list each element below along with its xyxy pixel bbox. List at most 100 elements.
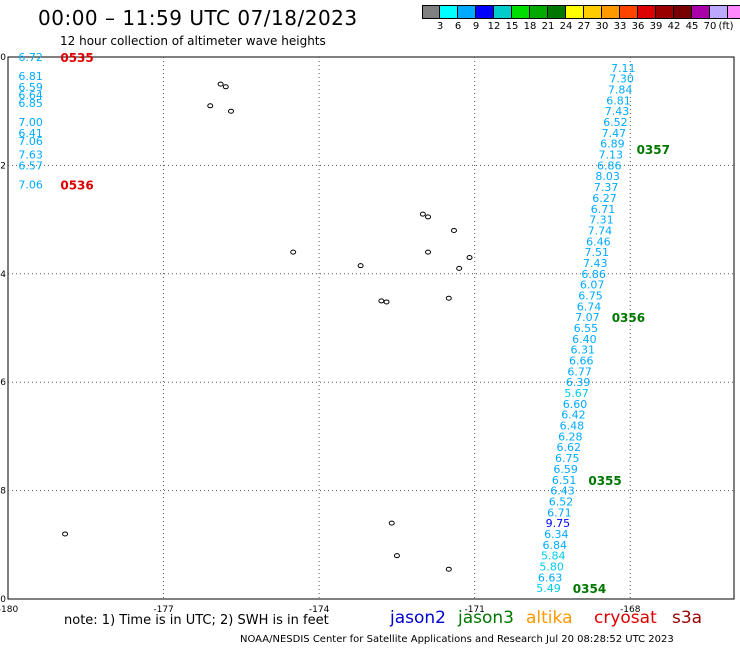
wave-height-label: 6.75 (578, 289, 603, 302)
wave-height-label: 6.81 (18, 70, 43, 83)
legend-tick-label: 42 (667, 21, 681, 32)
legend-swatch (692, 5, 710, 19)
legend-swatch (566, 5, 584, 19)
island-outline (227, 108, 234, 114)
chart-title: 00:00 – 11:59 UTC 07/18/2023 (38, 6, 358, 30)
wave-height-label: 6.59 (553, 463, 578, 476)
footer-credit: NOAA/NESDIS Center for Satellite Applica… (240, 634, 674, 645)
color-legend-ticks: 3 6 9 12 15 18 21 24 27 30 33 36 39 42 45 70 (ft) (422, 21, 740, 35)
wave-height-label: 7.06 (18, 135, 43, 148)
wave-height-label: 6.84 (543, 539, 568, 552)
legend-swatch (674, 5, 692, 19)
wave-height-label: 6.28 (558, 430, 583, 443)
time-label: 0357 (637, 143, 670, 157)
wave-height-label: 6.71 (591, 203, 616, 216)
wave-height-label: 6.81 (606, 94, 631, 107)
x-tick-label: -174 (309, 605, 330, 615)
satellite-name: jason3 (458, 608, 514, 628)
legend-tick-label: 36 (631, 21, 645, 32)
wave-height-label: 6.60 (563, 398, 588, 411)
wave-height-label: 7.37 (594, 181, 619, 194)
legend-swatch (512, 5, 530, 19)
legend-swatch (476, 5, 494, 19)
wave-height-label: 6.07 (580, 279, 605, 292)
wave-height-label: 7.74 (588, 224, 613, 237)
wave-height-label: 7.00 (18, 116, 43, 129)
island-outline (425, 249, 432, 255)
legend-tick-label: 12 (487, 21, 501, 32)
wave-height-label: 5.80 (539, 560, 564, 573)
island-outline (217, 81, 224, 87)
legend-swatch (710, 5, 728, 19)
island-outline (62, 531, 69, 537)
legend-tick-label: 39 (649, 21, 663, 32)
wave-height-label: 6.59 (18, 81, 43, 94)
island-outline (378, 298, 385, 304)
wave-height-label: 8.03 (595, 170, 620, 183)
wave-height-label: 5.49 (536, 582, 561, 595)
time-label: 0536 (60, 178, 93, 192)
legend-unit: (ft) (718, 21, 734, 32)
wave-height-label: 5.84 (541, 550, 566, 563)
island-outline (357, 263, 364, 269)
wave-height-label: 7.30 (609, 73, 634, 86)
legend-tick-label: 18 (523, 21, 537, 32)
legend-swatch (602, 5, 620, 19)
y-tick-label: -2 (0, 161, 6, 171)
legend-swatch (638, 5, 656, 19)
wave-height-label: 9.75 (546, 517, 571, 530)
legend-tick-label: 21 (541, 21, 555, 32)
wave-height-label: 7.51 (585, 246, 610, 259)
footer-note: note: 1) Time is in UTC; 2) SWH is in fe… (64, 613, 329, 628)
wave-height-label: 6.89 (600, 138, 625, 151)
wave-height-label: 6.86 (581, 268, 606, 281)
legend-swatch (620, 5, 638, 19)
time-label: 0535 (60, 51, 93, 65)
x-tick-label: -177 (153, 605, 173, 615)
wave-height-label: 6.57 (18, 159, 43, 172)
wave-height-label: 6.66 (569, 355, 594, 368)
wave-height-label: 7.13 (599, 149, 624, 162)
wave-height-label: 7.07 (575, 311, 600, 324)
time-label: 0356 (612, 311, 645, 325)
legend-swatch (728, 5, 740, 19)
legend-tick-label: 3 (436, 21, 444, 32)
wave-height-label: 6.74 (577, 300, 602, 313)
wave-height-label: 6.40 (572, 333, 597, 346)
legend-swatch (494, 5, 512, 19)
island-outline (445, 566, 452, 572)
x-tick-label: -168 (620, 605, 641, 615)
wave-height-label: 6.86 (597, 159, 622, 172)
island-outline (456, 265, 463, 271)
legend-tick-label: 15 (505, 21, 519, 32)
island-outline (466, 255, 473, 261)
island-outline (388, 520, 395, 526)
wave-height-label: 7.43 (605, 105, 630, 118)
wave-height-label: 7.43 (583, 257, 608, 270)
y-tick-label: 0 (0, 53, 6, 63)
wave-height-label: 6.51 (552, 474, 577, 487)
legend-swatch (548, 5, 566, 19)
wave-height-label: 6.75 (555, 452, 580, 465)
island-outline (290, 249, 297, 255)
legend-tick-label: 33 (613, 21, 627, 32)
wave-height-label: 6.52 (549, 495, 574, 508)
wave-height-label: 6.71 (547, 506, 572, 519)
x-tick-label: -180 (0, 605, 18, 615)
satellite-name: jason2 (390, 608, 446, 628)
legend-swatch (458, 5, 476, 19)
legend-tick-label: 9 (472, 21, 480, 32)
wave-height-label: 6.41 (18, 127, 43, 140)
island-outline (383, 299, 390, 305)
wave-height-label: 6.72 (18, 51, 43, 64)
wave-height-label: 7.84 (608, 84, 633, 97)
x-tick-label: -171 (464, 605, 484, 615)
legend-swatch (656, 5, 674, 19)
legend-swatch (530, 5, 548, 19)
satellite-name: altika (526, 608, 573, 628)
legend-swatch (422, 5, 440, 19)
wave-height-label: 6.39 (566, 376, 591, 389)
island-outline (425, 214, 432, 220)
wave-height-label: 6.48 (560, 420, 585, 433)
